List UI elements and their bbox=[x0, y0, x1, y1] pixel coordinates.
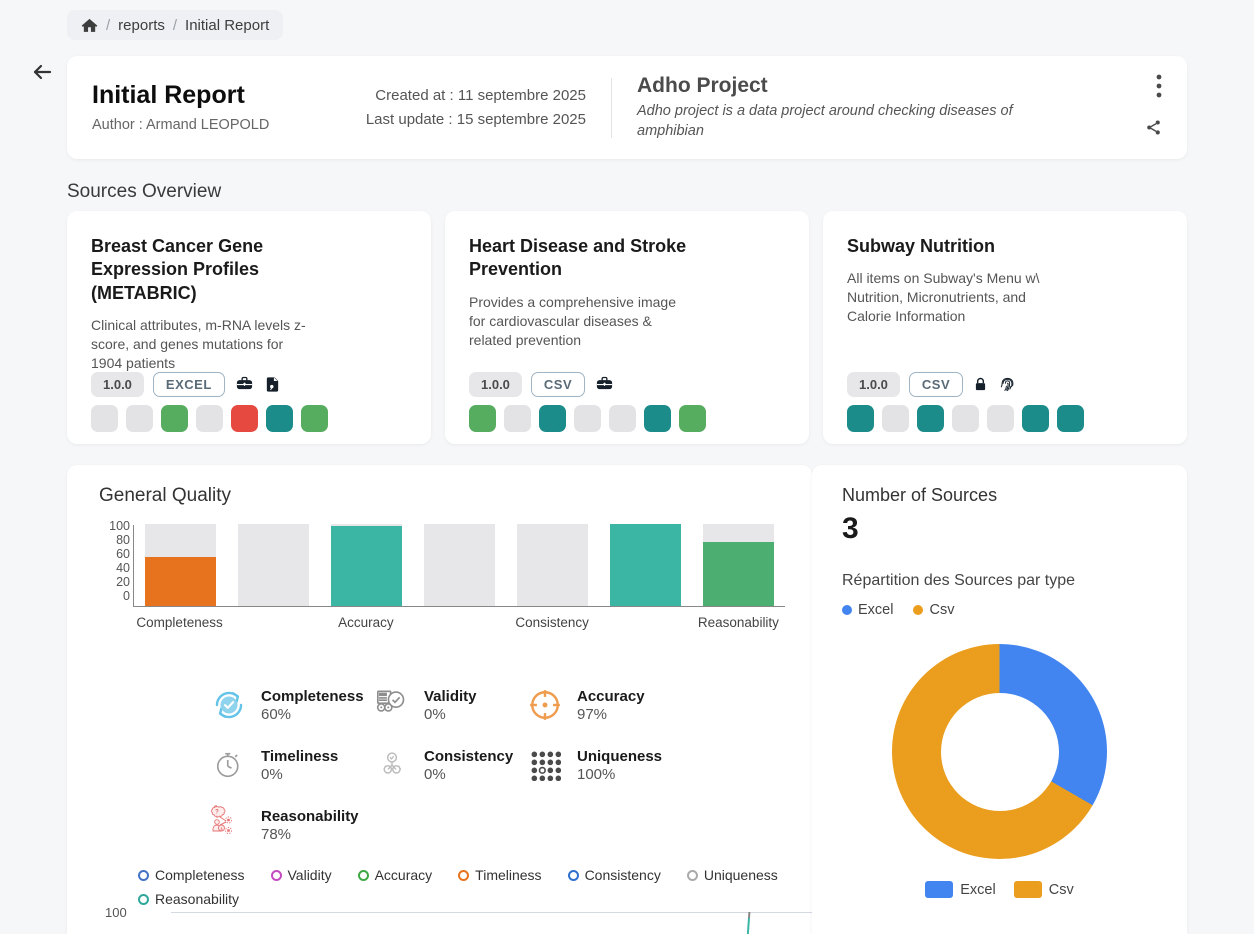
svg-text:?: ? bbox=[215, 810, 219, 816]
svg-text:$: $ bbox=[221, 827, 223, 831]
